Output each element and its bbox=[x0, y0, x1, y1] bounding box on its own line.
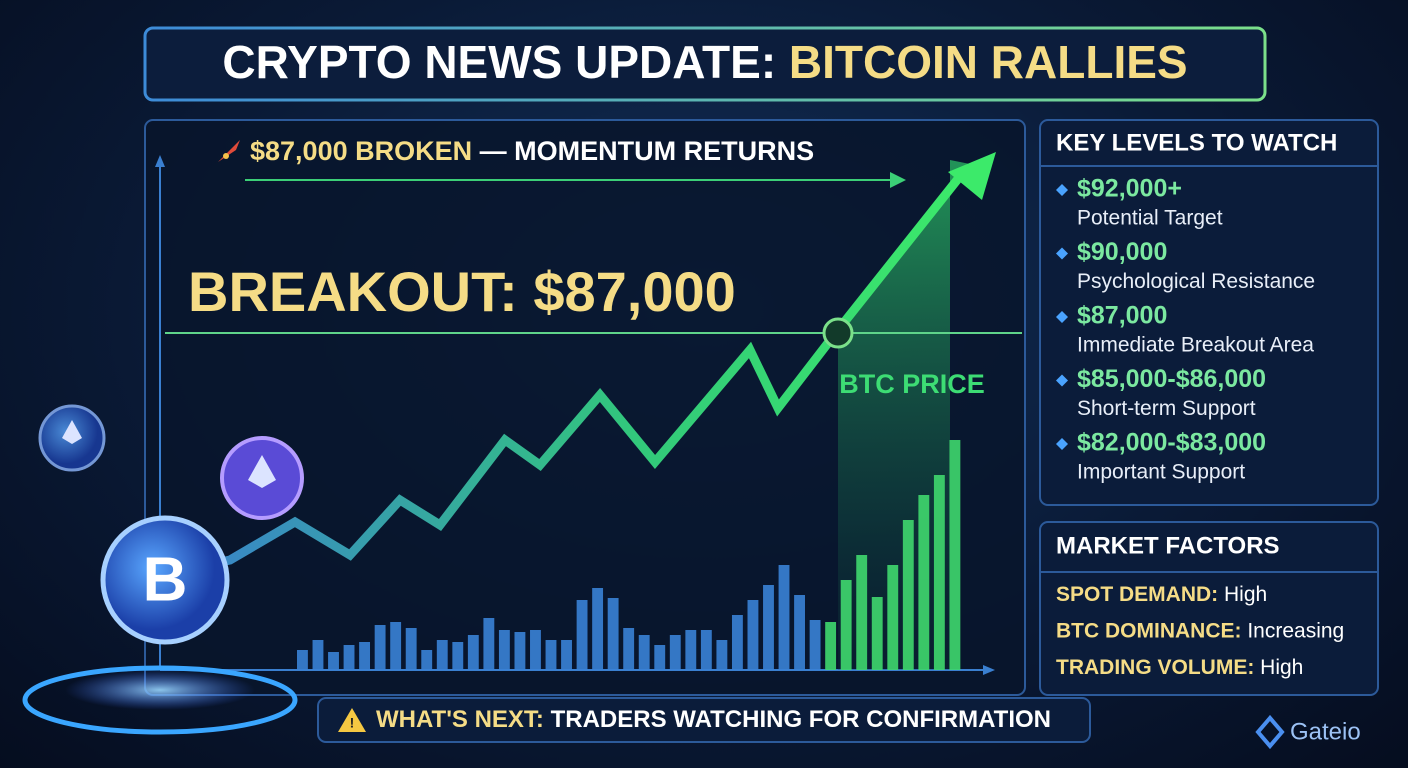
bullet bbox=[1056, 374, 1068, 387]
bullet bbox=[1056, 311, 1068, 323]
volume-bar bbox=[669, 635, 681, 670]
volume-bar bbox=[297, 650, 308, 670]
chart-art bbox=[155, 152, 1022, 675]
volume-bar bbox=[359, 642, 371, 670]
volume-bar bbox=[809, 620, 821, 670]
volume-bar bbox=[545, 640, 557, 670]
level-label: Short-term Support bbox=[1077, 397, 1256, 420]
factor-value: High bbox=[1260, 656, 1303, 679]
volume-bar bbox=[871, 597, 883, 670]
coins: B bbox=[22, 404, 304, 735]
level-label: Immediate Breakout Area bbox=[1077, 334, 1314, 357]
volume-bar bbox=[592, 588, 604, 670]
svg-text:!: ! bbox=[350, 715, 355, 731]
volume-bar bbox=[902, 520, 914, 670]
headline-rest: — MOMENTUM RETURNS bbox=[480, 136, 814, 166]
volume-bar bbox=[778, 565, 790, 670]
volume-bar bbox=[949, 440, 961, 670]
axis-arrow bbox=[983, 665, 995, 675]
bullet bbox=[1056, 438, 1068, 450]
volume-bar bbox=[887, 565, 899, 670]
volume-bar bbox=[763, 585, 774, 670]
bullet bbox=[1056, 184, 1068, 196]
title-box: CRYPTO NEWS UPDATE: BITCOIN RALLIES bbox=[143, 26, 1267, 102]
price-line bbox=[159, 167, 969, 580]
level-label: Important Support bbox=[1077, 461, 1245, 484]
volume-bar bbox=[623, 628, 635, 670]
headline: $87,000 BROKEN — MOMENTUM RETURNS bbox=[250, 136, 814, 166]
price-label: BTC PRICE bbox=[839, 369, 985, 399]
level-value: $90,000 bbox=[1077, 238, 1167, 266]
footer-box: ! WHAT'S NEXT: TRADERS WATCHING FOR CONF… bbox=[317, 697, 1091, 743]
volume-bar bbox=[343, 645, 355, 670]
volume-bar bbox=[576, 600, 588, 670]
volume-bar bbox=[452, 642, 464, 670]
volume-bar bbox=[530, 630, 541, 670]
volume-bar bbox=[561, 640, 572, 670]
breakout-label: BREAKOUT: $87,000 bbox=[188, 260, 736, 323]
panel-title: KEY LEVELS TO WATCH bbox=[1056, 129, 1337, 156]
factor-name: TRADING VOLUME: bbox=[1056, 656, 1254, 679]
bullet bbox=[1056, 247, 1068, 260]
footer-lead: WHAT'S NEXT: bbox=[376, 706, 544, 733]
volume-bar bbox=[312, 640, 324, 670]
level-value: $87,000 bbox=[1077, 302, 1167, 330]
factor: SPOT DEMAND: High bbox=[1056, 583, 1267, 606]
volume-bar bbox=[374, 625, 386, 670]
volume-bar bbox=[436, 640, 448, 670]
logo-text: Gateio bbox=[1290, 718, 1361, 745]
volume-bar bbox=[716, 640, 728, 670]
volume-bar bbox=[654, 645, 666, 670]
panel-title: MARKET FACTORS bbox=[1056, 532, 1280, 559]
volume-bar bbox=[514, 632, 526, 670]
rocket-icon bbox=[218, 140, 240, 162]
title-highlight: BITCOIN RALLIES bbox=[789, 36, 1188, 88]
volume-bar bbox=[328, 652, 339, 670]
arrow-head bbox=[890, 172, 906, 188]
key-levels-panel: KEY LEVELS TO WATCH bbox=[1039, 119, 1379, 506]
price-arrow-head bbox=[948, 152, 996, 200]
volume-bar bbox=[421, 650, 433, 670]
volume-bar bbox=[467, 635, 479, 670]
volume-bar bbox=[856, 555, 868, 670]
title-lead: CRYPTO NEWS UPDATE: bbox=[222, 36, 776, 88]
footer-text: WHAT'S NEXT: TRADERS WATCHING FOR CONFIR… bbox=[376, 706, 1051, 733]
factor-name: BTC DOMINANCE: bbox=[1056, 619, 1241, 642]
volume-bar bbox=[825, 622, 837, 670]
breakout-marker bbox=[822, 317, 854, 349]
factor: TRADING VOLUME: High bbox=[1056, 656, 1303, 679]
level-value: $85,000-$86,000 bbox=[1077, 365, 1266, 393]
volume-bar bbox=[638, 635, 650, 670]
volume-bar bbox=[405, 628, 417, 670]
svg-text:B: B bbox=[143, 545, 188, 614]
volume-bar bbox=[731, 615, 743, 670]
volume-bar bbox=[747, 600, 759, 670]
volume-bar bbox=[390, 622, 402, 670]
factor-value: Increasing bbox=[1247, 619, 1344, 642]
market-factors-panel: MARKET FACTORS bbox=[1039, 521, 1379, 696]
volume-bar bbox=[498, 630, 510, 670]
volume-bar bbox=[794, 595, 805, 670]
level-label: Potential Target bbox=[1077, 207, 1223, 230]
volume-bar bbox=[700, 630, 712, 670]
footer-rest: TRADERS WATCHING FOR CONFIRMATION bbox=[551, 706, 1051, 733]
level-value: $92,000+ bbox=[1077, 175, 1182, 203]
axis-arrow bbox=[155, 155, 165, 167]
factor-name: SPOT DEMAND: bbox=[1056, 583, 1218, 606]
factor: BTC DOMINANCE: Increasing bbox=[1056, 619, 1344, 642]
volume-bar bbox=[933, 475, 945, 670]
level-label: Psychological Resistance bbox=[1077, 270, 1315, 293]
volume-bar bbox=[918, 495, 930, 670]
logo: Gateio bbox=[1255, 714, 1361, 750]
volume-bar bbox=[607, 598, 619, 670]
volume-bar bbox=[685, 630, 697, 670]
headline-highlight: $87,000 BROKEN bbox=[250, 136, 472, 166]
factor-value: High bbox=[1224, 583, 1267, 606]
level-value: $82,000-$83,000 bbox=[1077, 429, 1266, 457]
volume-bar bbox=[840, 580, 852, 670]
title: CRYPTO NEWS UPDATE: BITCOIN RALLIES bbox=[222, 36, 1187, 88]
volume-bar bbox=[483, 618, 495, 670]
